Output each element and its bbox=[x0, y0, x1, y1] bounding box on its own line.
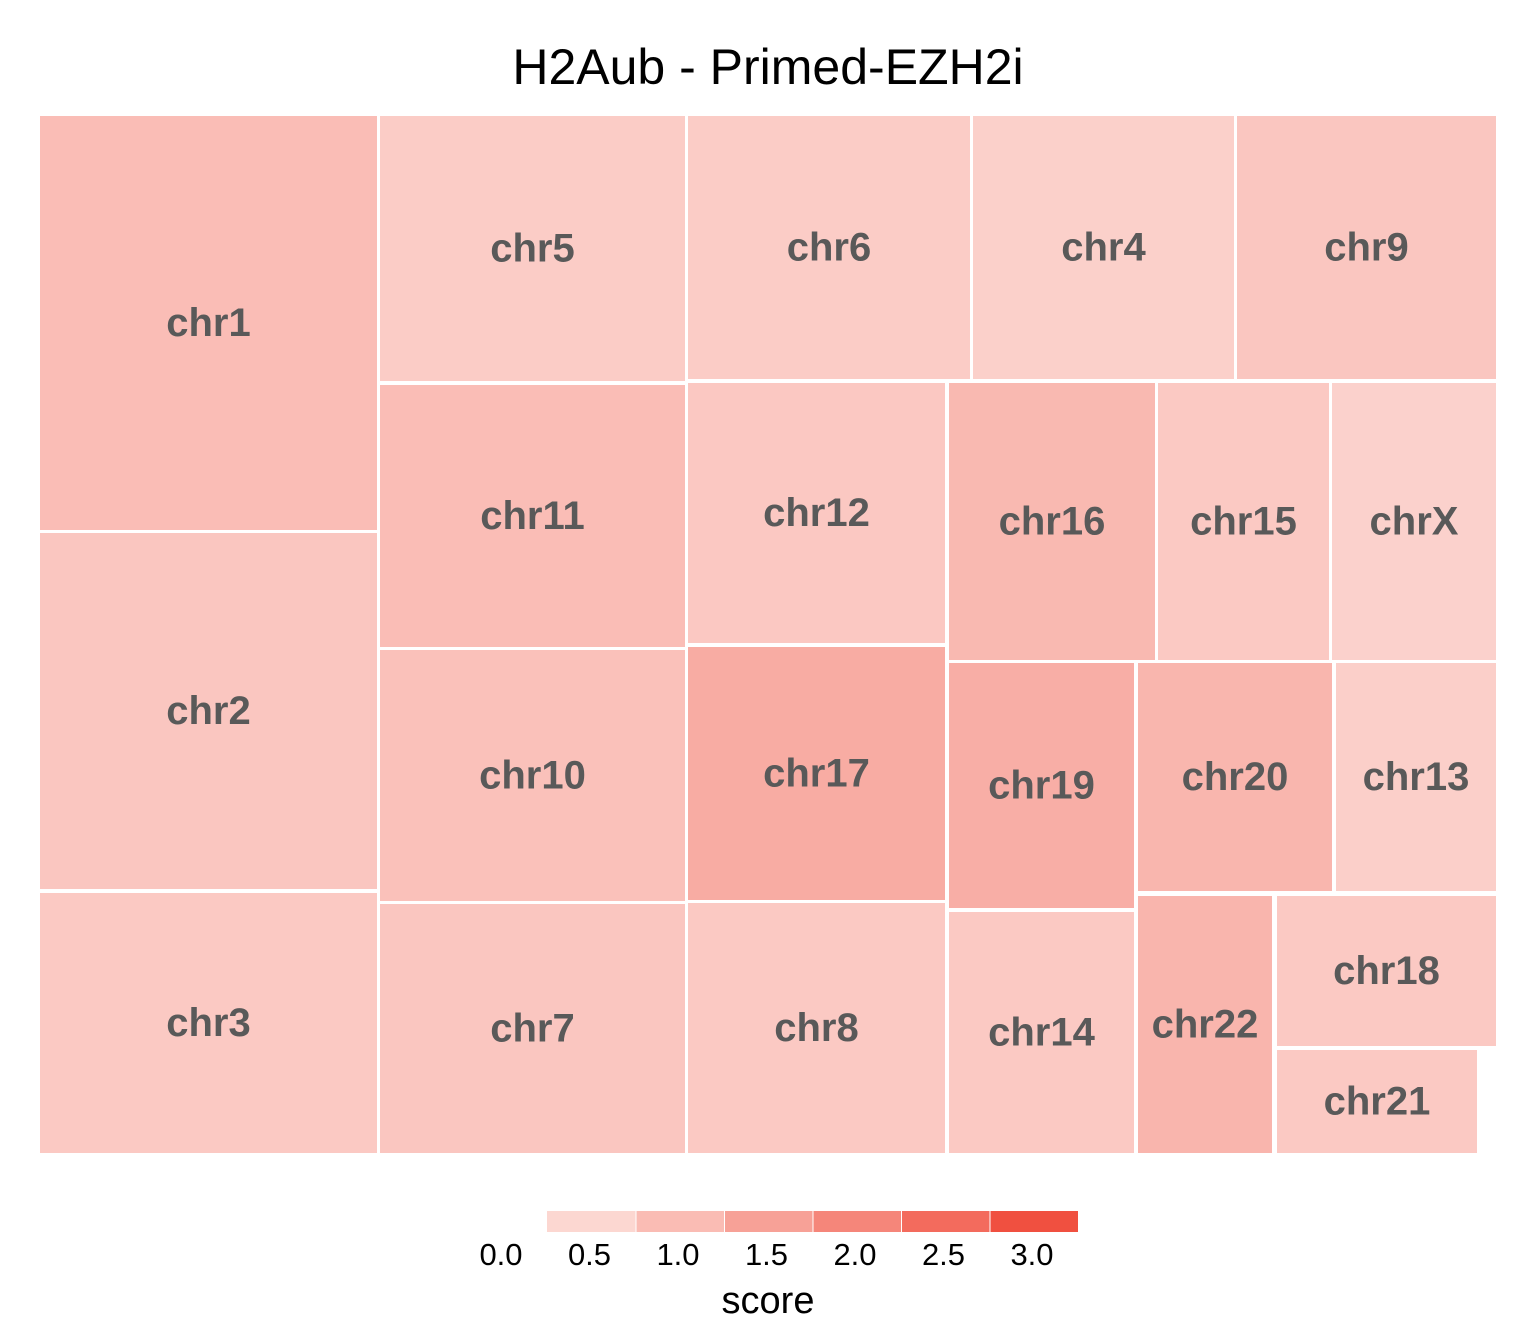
tile-chr16 bbox=[949, 383, 1155, 660]
color-legend-bar bbox=[547, 1211, 1078, 1232]
legend-swatch bbox=[547, 1211, 636, 1232]
tile-label-chr19: chr19 bbox=[988, 764, 1095, 808]
legend-tick-label: 1.0 bbox=[656, 1237, 699, 1272]
tile-label-chr8: chr8 bbox=[774, 1006, 859, 1050]
tile-label-chr16: chr16 bbox=[999, 500, 1106, 544]
tile-label-chr9: chr9 bbox=[1324, 226, 1409, 270]
legend-swatch bbox=[725, 1211, 813, 1232]
tile-label-chr4: chr4 bbox=[1061, 226, 1146, 270]
tile-chr2 bbox=[40, 533, 377, 889]
tile-label-chr20: chr20 bbox=[1182, 755, 1289, 799]
tile-group: chr1 chr2 chr3 chr5 chr6 chr4 chr9 chr11 chr12 ch… bbox=[40, 116, 1496, 1153]
tile-chr13 bbox=[1336, 663, 1496, 891]
legend-swatch bbox=[636, 1211, 724, 1232]
tile-label-chr3: chr3 bbox=[166, 1001, 251, 1045]
legend-tick-label: 3.0 bbox=[1010, 1237, 1053, 1272]
tile-chr7 bbox=[380, 904, 685, 1153]
tile-label-chr7: chr7 bbox=[490, 1007, 575, 1051]
tile-label-chrX: chrX bbox=[1370, 500, 1459, 544]
tile-chr15 bbox=[1158, 383, 1329, 660]
tile-chr19 bbox=[949, 663, 1134, 908]
legend-swatch bbox=[902, 1211, 990, 1232]
tile-label-chr17: chr17 bbox=[763, 752, 870, 796]
tile-label-chr5: chr5 bbox=[490, 227, 575, 271]
legend-tick-label: 1.5 bbox=[745, 1237, 788, 1272]
legend-title: score bbox=[721, 1280, 815, 1322]
tile-chr14 bbox=[949, 912, 1134, 1153]
tile-chr1 bbox=[40, 116, 377, 530]
tile-chr20 bbox=[1138, 663, 1332, 891]
tile-label-chr6: chr6 bbox=[787, 226, 872, 270]
tile-chr4 bbox=[973, 116, 1234, 379]
tile-chr12 bbox=[688, 383, 945, 643]
tile-chr8 bbox=[688, 903, 945, 1153]
tile-label-chr12: chr12 bbox=[763, 491, 870, 535]
tile-chr6 bbox=[688, 116, 970, 379]
tile-label-chr1: chr1 bbox=[166, 301, 251, 345]
tile-chrX bbox=[1332, 383, 1496, 660]
chart-title: H2Aub - Primed-EZH2i bbox=[512, 39, 1024, 95]
tile-label-chr18: chr18 bbox=[1333, 949, 1440, 993]
tile-chr11 bbox=[380, 385, 685, 647]
tile-chr9 bbox=[1237, 116, 1496, 379]
tile-label-chr14: chr14 bbox=[988, 1011, 1095, 1055]
tile-label-chr21: chr21 bbox=[1324, 1080, 1431, 1124]
tile-label-chr15: chr15 bbox=[1190, 500, 1297, 544]
legend-swatch bbox=[990, 1211, 1078, 1232]
tile-chr10 bbox=[380, 650, 685, 901]
tile-label-chr22: chr22 bbox=[1152, 1003, 1259, 1047]
legend-tick-label: 2.5 bbox=[922, 1237, 965, 1272]
tile-chr5 bbox=[380, 116, 685, 381]
tile-chr18 bbox=[1277, 896, 1496, 1046]
legend-tick-label: 0.0 bbox=[479, 1237, 522, 1272]
tile-chr21 bbox=[1277, 1050, 1477, 1153]
tile-label-chr11: chr11 bbox=[480, 494, 585, 538]
legend-swatch bbox=[813, 1211, 901, 1232]
tile-chr22 bbox=[1138, 896, 1272, 1153]
tile-label-chr13: chr13 bbox=[1363, 755, 1470, 799]
color-legend-ticks: 0.0 0.5 1.0 1.5 2.0 2.5 3.0 bbox=[479, 1237, 1053, 1272]
tile-chr3 bbox=[40, 893, 377, 1153]
tile-chr17 bbox=[688, 647, 945, 900]
legend-tick-label: 0.5 bbox=[568, 1237, 611, 1272]
tile-label-chr2: chr2 bbox=[166, 689, 251, 733]
legend-tick-label: 2.0 bbox=[833, 1237, 876, 1272]
tile-label-chr10: chr10 bbox=[479, 754, 586, 798]
